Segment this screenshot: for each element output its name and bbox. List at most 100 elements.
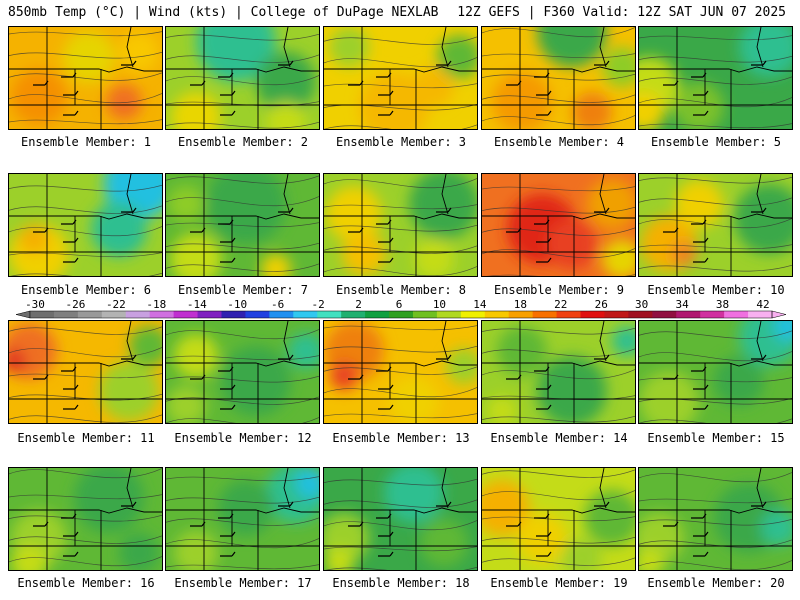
- height-contours: [639, 35, 792, 129]
- wind-barbs: [348, 60, 452, 116]
- ensemble-member-label: Ensemble Member: 6: [20, 283, 152, 297]
- colorbar-tick-label: 10: [433, 298, 446, 311]
- height-contours: [324, 478, 477, 570]
- colorbar-swatch: [197, 311, 222, 318]
- wind-barbs: [506, 207, 610, 263]
- ensemble-member-map: [638, 320, 793, 424]
- state-borders: [9, 321, 162, 423]
- colorbar-swatch: [30, 311, 55, 318]
- colorbar-swatch: [436, 311, 462, 318]
- colorbar-swatch: [77, 311, 103, 318]
- ensemble-member-map: [323, 26, 478, 130]
- ensemble-member-map: [323, 320, 478, 424]
- colorbar-tick-label: 34: [675, 298, 689, 311]
- wind-barbs: [190, 60, 294, 116]
- ensemble-member-label: Ensemble Member: 13: [332, 431, 470, 445]
- colorbar-swatch: [676, 311, 701, 318]
- ensemble-member-map: [323, 467, 478, 571]
- height-contours: [9, 31, 162, 125]
- colorbar-swatch: [724, 311, 749, 318]
- state-borders: [166, 174, 319, 276]
- height-contours: [9, 468, 162, 567]
- wind-barbs: [506, 354, 610, 410]
- ensemble-member-map: [481, 320, 636, 424]
- colorbar-tick-label: 6: [396, 298, 403, 311]
- colorbar-swatch: [628, 311, 653, 318]
- colorbar-tick-label: 14: [473, 298, 487, 311]
- colorbar-tick-label: 38: [716, 298, 729, 311]
- state-borders: [639, 321, 792, 423]
- height-contours: [482, 327, 635, 423]
- height-contours: [324, 177, 477, 276]
- ensemble-member-label: Ensemble Member: 17: [174, 576, 312, 590]
- ensemble-member-map: [165, 26, 320, 130]
- state-borders: [324, 27, 477, 129]
- colorbar-tick-label: -26: [66, 298, 86, 311]
- state-borders: [482, 27, 635, 129]
- colorbar-tick-label: 42: [756, 298, 769, 311]
- state-borders: [324, 174, 477, 276]
- colorbar-swatch: [748, 311, 773, 318]
- height-contours: [639, 471, 792, 570]
- colorbar-swatch: [149, 311, 175, 318]
- colorbar-tick-label: -6: [271, 298, 284, 311]
- ensemble-member-map: [8, 467, 163, 571]
- wind-barbs: [348, 354, 452, 410]
- colorbar-swatch: [53, 311, 79, 318]
- ensemble-member-label: Ensemble Member: 8: [335, 283, 467, 297]
- ensemble-member-label: Ensemble Member: 5: [650, 135, 782, 149]
- wind-barbs: [190, 501, 294, 557]
- colorbar-swatch: [604, 311, 629, 318]
- state-borders: [324, 321, 477, 423]
- state-borders: [639, 174, 792, 276]
- ensemble-member-label: Ensemble Member: 2: [177, 135, 309, 149]
- ensemble-member-label: Ensemble Member: 19: [490, 576, 628, 590]
- colorbar-tick-label: -14: [187, 298, 207, 311]
- ensemble-member-label: Ensemble Member: 12: [174, 431, 312, 445]
- height-contours: [482, 27, 635, 126]
- wind-barbs: [348, 207, 452, 263]
- colorbar-tick-label: -18: [146, 298, 166, 311]
- height-contours: [166, 175, 319, 272]
- state-borders: [639, 468, 792, 570]
- colorbar-swatch: [460, 311, 486, 318]
- state-borders: [166, 321, 319, 423]
- ensemble-member-map: [165, 173, 320, 277]
- height-contours: [639, 176, 792, 272]
- wind-barbs: [506, 501, 610, 557]
- ensemble-member-label: Ensemble Member: 9: [493, 283, 625, 297]
- temperature-colorbar: -30 -26 -22 -18 -14 -10 -6 -2 2 6 10 14 18 22 26 30 34 38…: [15, 298, 787, 319]
- ensemble-member-label: Ensemble Member: 3: [335, 135, 467, 149]
- colorbar-tick-label: -2: [311, 298, 324, 311]
- ensemble-member-map: [8, 173, 163, 277]
- height-contours: [9, 184, 162, 276]
- ensemble-member-label: Ensemble Member: 16: [17, 576, 155, 590]
- colorbar-tick-label: -10: [227, 298, 247, 311]
- colorbar-tick-label: 22: [554, 298, 567, 311]
- colorbar-swatch: [317, 311, 342, 318]
- colorbar-swatch: [293, 311, 318, 318]
- height-contours: [166, 476, 319, 570]
- colorbar-swatch: [700, 311, 725, 318]
- ensemble-member-map: [165, 320, 320, 424]
- colorbar-swatch: [580, 311, 605, 318]
- ensemble-member-label: Ensemble Member: 11: [17, 431, 155, 445]
- wind-barbs: [663, 60, 767, 116]
- wind-barbs: [190, 354, 294, 410]
- wind-barbs: [663, 354, 767, 410]
- colorbar-tick-label: 18: [514, 298, 527, 311]
- colorbar-tick-label: -22: [106, 298, 126, 311]
- height-contours: [482, 469, 635, 566]
- ensemble-member-map: [165, 467, 320, 571]
- wind-barbs: [33, 60, 137, 116]
- colorbar-swatch: [125, 311, 151, 318]
- colorbar-swatch: [556, 311, 582, 318]
- ensemble-member-label: Ensemble Member: 4: [493, 135, 625, 149]
- wind-barbs: [33, 354, 137, 410]
- ensemble-member-label: Ensemble Member: 1: [20, 135, 152, 149]
- ensemble-member-map: [8, 320, 163, 424]
- ensemble-member-map: [638, 467, 793, 571]
- colorbar-swatch: [484, 311, 510, 318]
- ensemble-member-label: Ensemble Member: 15: [647, 431, 785, 445]
- ensemble-member-map: [638, 173, 793, 277]
